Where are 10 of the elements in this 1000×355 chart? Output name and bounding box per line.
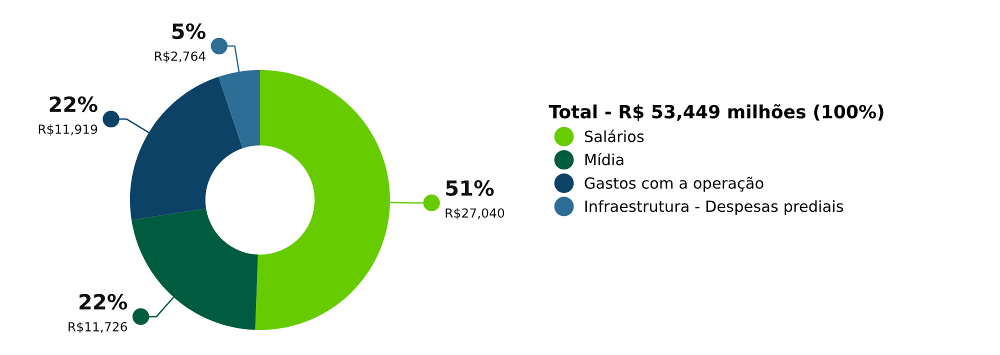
data-label: 22% R$11,919 bbox=[38, 96, 98, 136]
donut-slice bbox=[132, 208, 258, 330]
legend-label: Salários bbox=[584, 130, 644, 142]
legend-label: Mídia bbox=[585, 152, 624, 166]
legend-label: Gastos com a operação bbox=[584, 176, 764, 192]
data-label: 22% R$11,726 bbox=[68, 294, 128, 334]
legend-title: Total - R$ 53,449 milhões (100%) bbox=[548, 104, 884, 121]
data-label: 51% R$27,040 bbox=[446, 180, 504, 220]
data-label: 5% R$2,764 bbox=[154, 23, 206, 63]
legend-label: Infraestrutura - Despesas prediais bbox=[585, 200, 844, 215]
